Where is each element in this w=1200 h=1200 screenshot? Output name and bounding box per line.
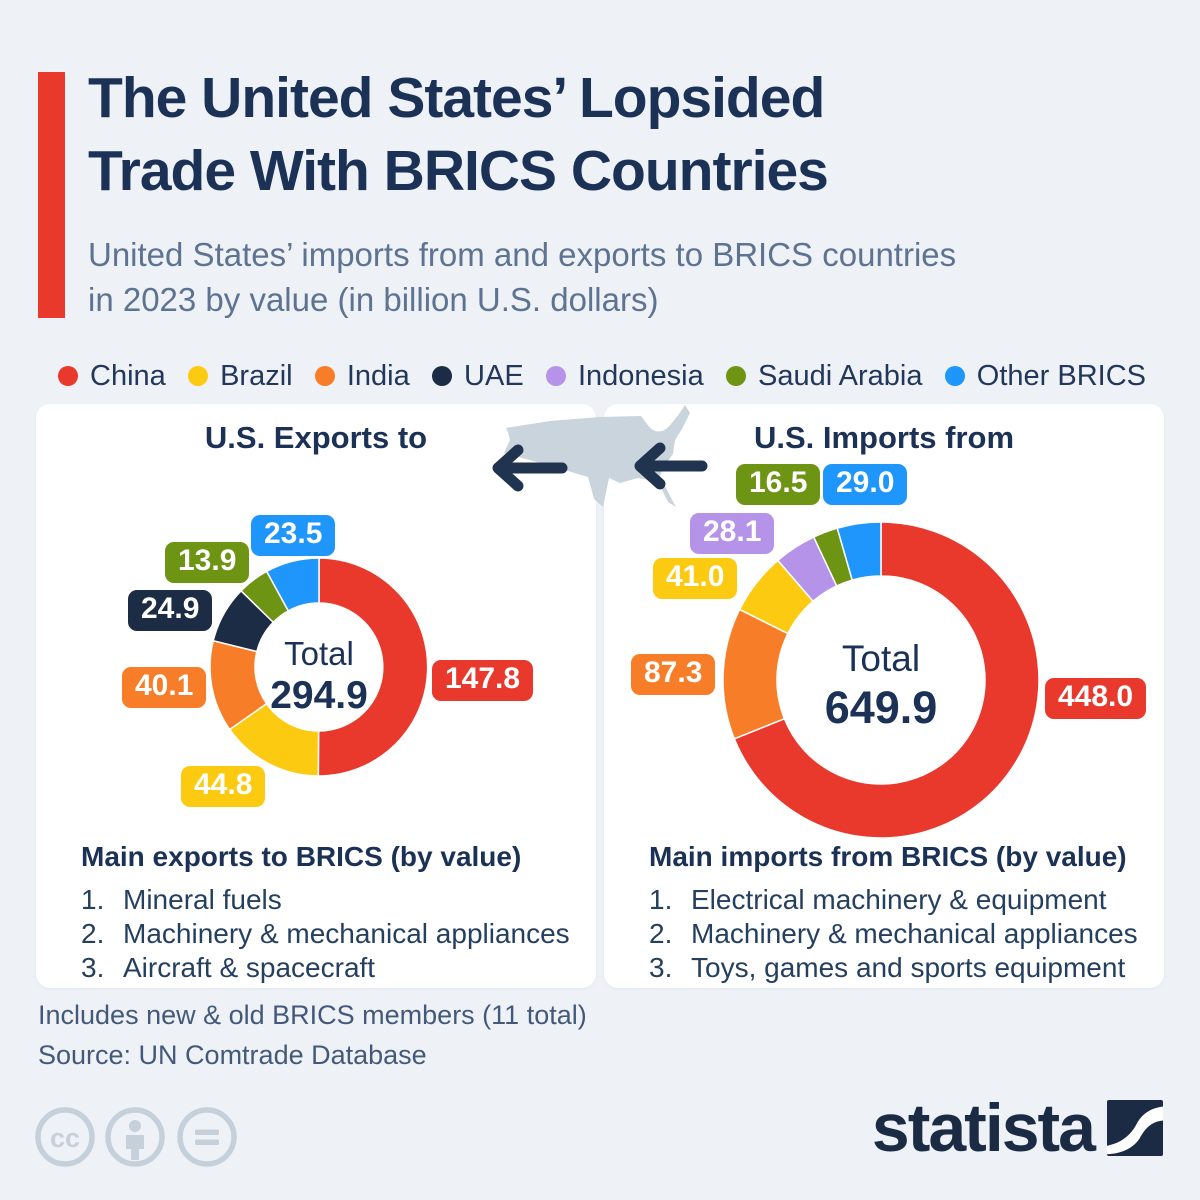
legend-dot-china (58, 366, 78, 386)
imports-value-brazil: 41.0 (653, 558, 738, 599)
legend: China Brazil India UAE Indonesia Saudi A… (36, 356, 1164, 396)
legend-item-indonesia: Indonesia (545, 359, 704, 393)
legend-label-saudi-arabia: Saudi Arabia (758, 359, 923, 392)
equals-icon (177, 1107, 237, 1167)
title-accent-bar (38, 72, 65, 318)
imports-rank-item-2: Machinery & mechanical appliances (691, 918, 1138, 949)
legend-label-other-brics: Other BRICS (976, 359, 1146, 392)
exports-value-india: 40.1 (122, 667, 207, 708)
legend-label-indonesia: Indonesia (577, 359, 704, 392)
equals-bar-top (195, 1129, 219, 1135)
donut-segment-china (733, 521, 1040, 839)
legend-dot-uae (432, 366, 453, 386)
exports-chart-title: U.S. Exports to (204, 420, 428, 455)
imports-total-word: Total (841, 638, 921, 679)
exports-donut-center: Total 294.9 (214, 634, 424, 718)
imports-value-china: 448.0 (1045, 678, 1147, 719)
attribution-head (129, 1120, 141, 1132)
subtitle-line-2: in 2023 by value (in billion U.S. dollar… (88, 281, 659, 318)
donut-segment-other-brics (836, 521, 882, 581)
exports-rank-heading: Main exports to BRICS (by value) (81, 841, 522, 872)
exports-value-uae: 24.9 (128, 590, 213, 631)
exports-rank-item-2: Machinery & mechanical appliances (123, 918, 570, 949)
footnote: Includes new & old BRICS members (11 tot… (38, 1000, 587, 1030)
legend-dot-india (314, 366, 335, 386)
exports-value-saudi-arabia: 13.9 (165, 542, 250, 583)
subtitle-line-1: United States’ imports from and exports … (88, 236, 957, 273)
export-left-arrow-icon (492, 444, 568, 492)
donut-segment-other-brics (265, 557, 320, 612)
statista-logo-icon (1107, 1100, 1163, 1156)
exports-total-word: Total (284, 635, 354, 672)
legend-dot-other-brics (944, 366, 965, 386)
imports-value-other-brics: 29.0 (823, 464, 908, 505)
imports-donut-center: Total 649.9 (776, 636, 986, 734)
exports-value-other-brics: 23.5 (251, 515, 336, 556)
us-map-graphic (492, 405, 708, 507)
imports-value-indonesia: 28.1 (690, 513, 775, 554)
legend-label-india: India (346, 359, 410, 392)
page-title: The United States’ Lopsided Trade With B… (88, 62, 829, 208)
imports-rank-heading: Main imports from BRICS (by value) (649, 841, 1127, 872)
attribution-icon (105, 1107, 165, 1167)
exports-total-value: 294.9 (270, 674, 368, 717)
imports-donut-chart (722, 521, 1040, 839)
statista-wordmark: statista (871, 1090, 1096, 1166)
legend-item-saudi-arabia: Saudi Arabia (726, 360, 922, 393)
imports-value-india: 87.3 (631, 654, 716, 695)
imports-total-value: 649.9 (824, 682, 938, 733)
exports-rank-item-3: Aircraft & spacecraft (123, 952, 376, 983)
imports-value-saudi-arabia: 16.5 (736, 464, 821, 505)
title-line-1: The United States’ Lopsided (88, 66, 825, 130)
exports-donut-chart (209, 557, 429, 777)
title-line-2: Trade With BRICS Countries (88, 139, 829, 203)
imports-rank-item-1: Electrical machinery & equipment (691, 884, 1107, 915)
exports-card: U.S. Exports to Total 294.9 23.5 13.9 24… (36, 404, 596, 988)
legend-label-china: China (90, 359, 166, 392)
donut-segment-china (317, 557, 429, 777)
imports-rank-item-3: Toys, games and sports equipment (691, 952, 1126, 983)
source-line: Source: UN Comtrade Database (38, 1040, 427, 1070)
legend-item-brazil: Brazil (188, 360, 293, 393)
cc-license-icons: cc (35, 1107, 237, 1167)
statista-brand: statista (872, 1094, 1164, 1162)
page-subtitle: United States’ imports from and exports … (88, 232, 956, 322)
exports-rank-item-1: Mineral fuels (123, 884, 282, 915)
legend-label-uae: UAE (464, 359, 524, 392)
legend-item-uae: UAE (432, 360, 524, 393)
cc-glyph: cc (50, 1123, 80, 1153)
equals-bar-bottom (195, 1139, 219, 1145)
cc-icon (35, 1107, 95, 1167)
import-left-arrow-icon (634, 442, 708, 490)
legend-label-brazil: Brazil (220, 359, 293, 392)
legend-item-other-brics: Other BRICS (944, 359, 1146, 393)
legend-dot-indonesia (545, 366, 566, 386)
imports-rank-list: Main imports from BRICS (by value) Elect… (649, 841, 1149, 985)
exports-value-china: 147.8 (432, 660, 534, 701)
us-map-silhouette (504, 405, 690, 507)
exports-rank-list: Main exports to BRICS (by value) Mineral… (81, 841, 581, 985)
legend-dot-brazil (188, 366, 209, 386)
legend-dot-saudi-arabia (726, 366, 747, 386)
imports-chart-title: U.S. Imports from (753, 420, 1015, 455)
legend-item-china: China (58, 360, 166, 393)
legend-item-india: India (314, 359, 410, 393)
attribution-body (126, 1135, 144, 1160)
exports-value-brazil: 44.8 (181, 766, 266, 807)
imports-card: U.S. Imports from Total 649.9 16.5 29.0 … (604, 404, 1164, 988)
